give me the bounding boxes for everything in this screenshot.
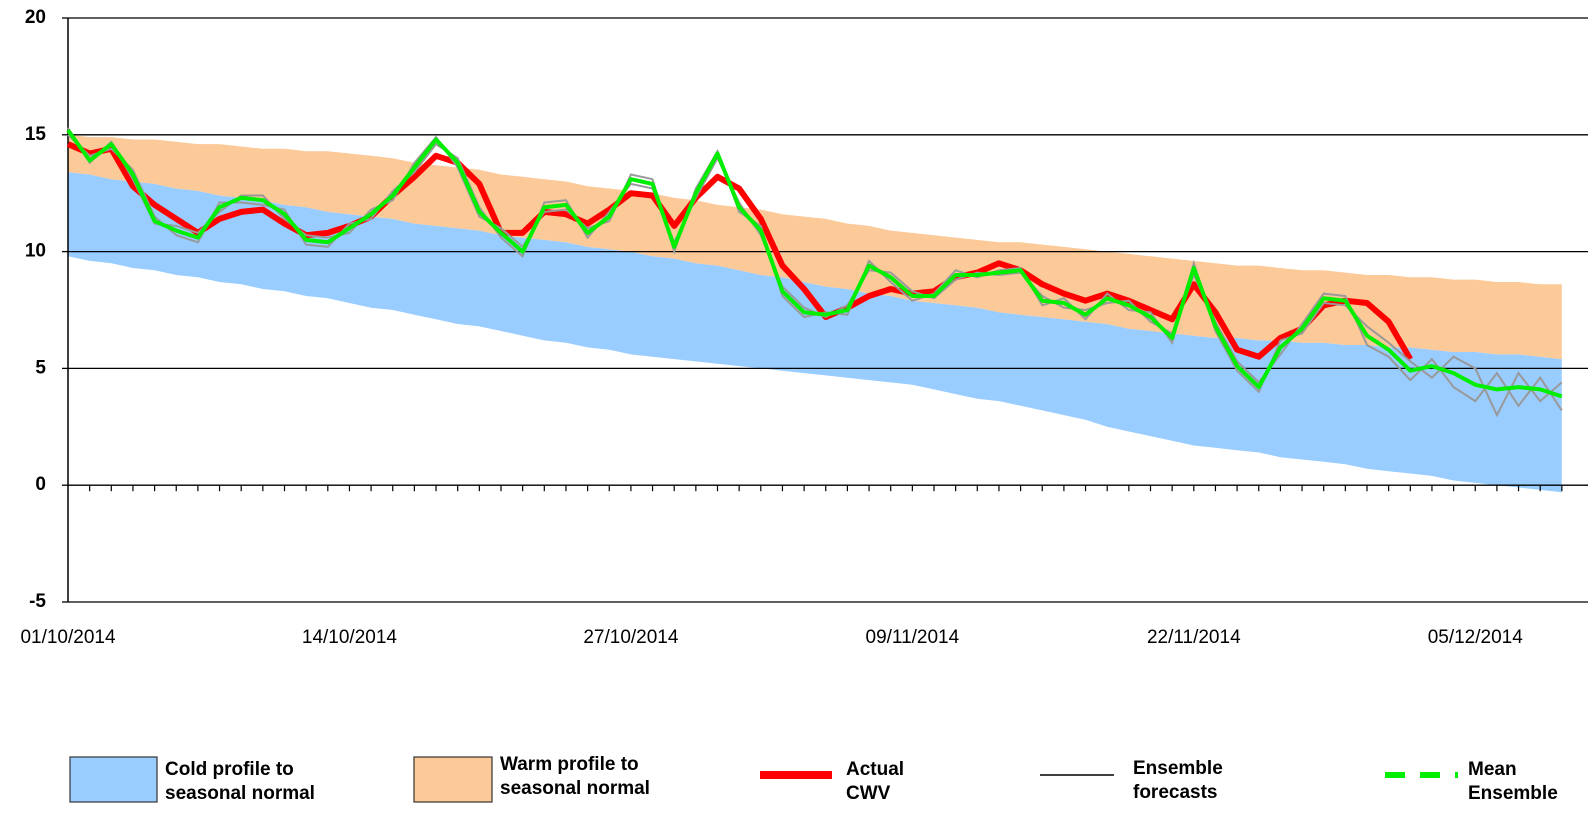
y-tick-label: -5: [29, 591, 46, 612]
x-tick-label: 09/11/2014: [866, 627, 960, 648]
legend-label: Warm profile to seasonal normal: [500, 754, 650, 799]
x-tick-label: 14/10/2014: [302, 627, 398, 648]
y-tick-label: 20: [25, 7, 46, 28]
legend-label: Cold profile to seasonal normal: [165, 759, 315, 804]
x-tick-label: 27/10/2014: [583, 627, 679, 648]
band-area: [68, 134, 1562, 360]
legend-swatch: [69, 756, 158, 803]
legend-label: Mean Ensemble: [1468, 759, 1558, 804]
y-tick-label: 5: [35, 357, 46, 378]
x-tick-label: 22/11/2014: [1147, 627, 1241, 648]
x-tick-label: 01/10/2014: [20, 627, 116, 648]
legend-label: Actual CWV: [846, 759, 905, 804]
y-tick-label: 10: [25, 241, 46, 262]
y-tick-label: 15: [25, 124, 47, 145]
y-tick-label: 0: [35, 474, 46, 495]
legend-swatch: [413, 756, 493, 803]
mean-line: [66, 128, 1563, 399]
legend-label: Ensemble forecasts: [1133, 758, 1223, 803]
x-tick-label: 05/12/2014: [1428, 627, 1524, 648]
